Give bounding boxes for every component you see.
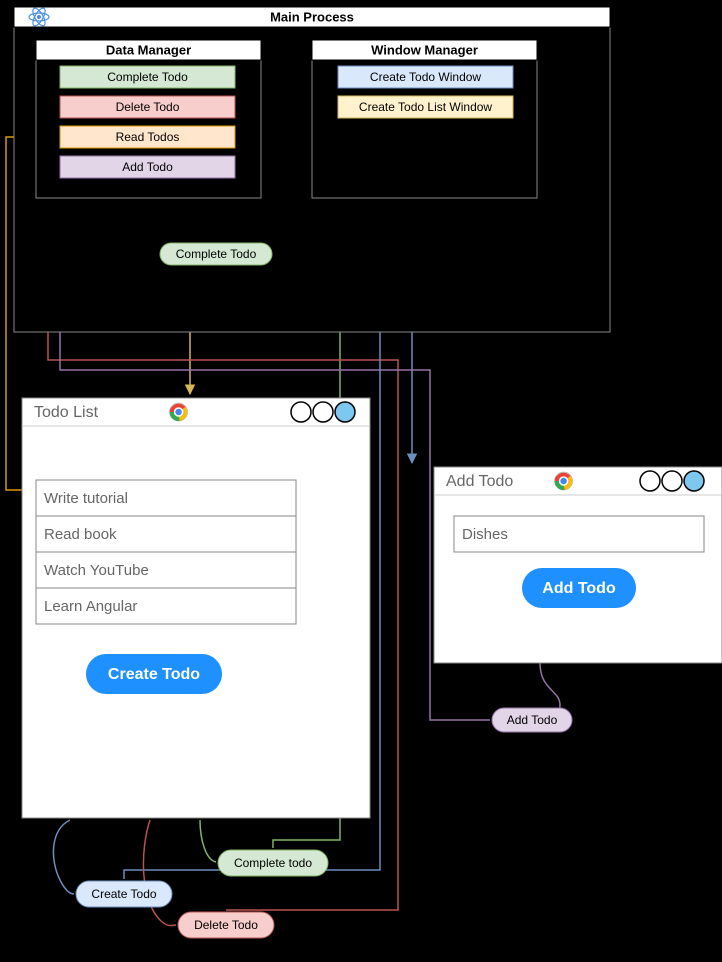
todo-item-label: Write tutorial: [44, 490, 128, 507]
action-label: Read Todos: [116, 130, 180, 144]
action-label: Complete Todo: [107, 70, 188, 84]
pill-add_todo-label: Add Todo: [507, 713, 558, 727]
add-todo-window: Add Todo Dishes Add Todo: [434, 467, 722, 663]
chrome-icon: [555, 472, 573, 490]
add-todo-input-value: Dishes: [462, 526, 508, 543]
window-manager-box: Window Manager Create Todo Window Create T…: [312, 40, 537, 198]
window-title: Add Todo: [446, 473, 513, 490]
complete-todo-pill-label: Complete Todo: [176, 247, 257, 261]
main-process-title: Main Process: [270, 9, 354, 24]
data-manager-box: Data Manager Complete Todo Delete Todo Read…: [36, 40, 261, 198]
edge-list-to-complete: [200, 820, 216, 862]
edge-list-to-create: [53, 820, 74, 894]
pill-delete_todo-label: Delete Todo: [194, 918, 258, 932]
window-control-2[interactable]: [335, 402, 355, 422]
action-label: Create Todo List Window: [359, 100, 493, 114]
action-label: Create Todo Window: [370, 70, 482, 84]
window-control-0[interactable]: [640, 471, 660, 491]
window-control-1[interactable]: [662, 471, 682, 491]
pill-complete_todo-label: Complete todo: [234, 856, 312, 870]
box-title: Data Manager: [106, 42, 191, 57]
window-control-0[interactable]: [291, 402, 311, 422]
pill-create_todo-label: Create Todo: [91, 887, 156, 901]
todo-list-window: Todo List Write tutorial Read book Watch Yo…: [22, 398, 370, 818]
add-todo-button-label: Add Todo: [542, 580, 616, 597]
window-title: Todo List: [34, 404, 99, 421]
todo-item-label: Read book: [44, 526, 117, 543]
chrome-icon: [170, 403, 188, 421]
window-control-2[interactable]: [684, 471, 704, 491]
create-todo-button-label: Create Todo: [108, 666, 200, 683]
edge-list-to-delete: [143, 820, 176, 926]
complete-todo-label: Complete Todo: [160, 243, 272, 265]
todo-item-label: Watch YouTube: [44, 562, 149, 579]
action-label: Add Todo: [122, 160, 173, 174]
box-title: Window Manager: [371, 42, 478, 57]
todo-item-label: Learn Angular: [44, 598, 137, 615]
window-control-1[interactable]: [313, 402, 333, 422]
action-label: Delete Todo: [116, 100, 180, 114]
